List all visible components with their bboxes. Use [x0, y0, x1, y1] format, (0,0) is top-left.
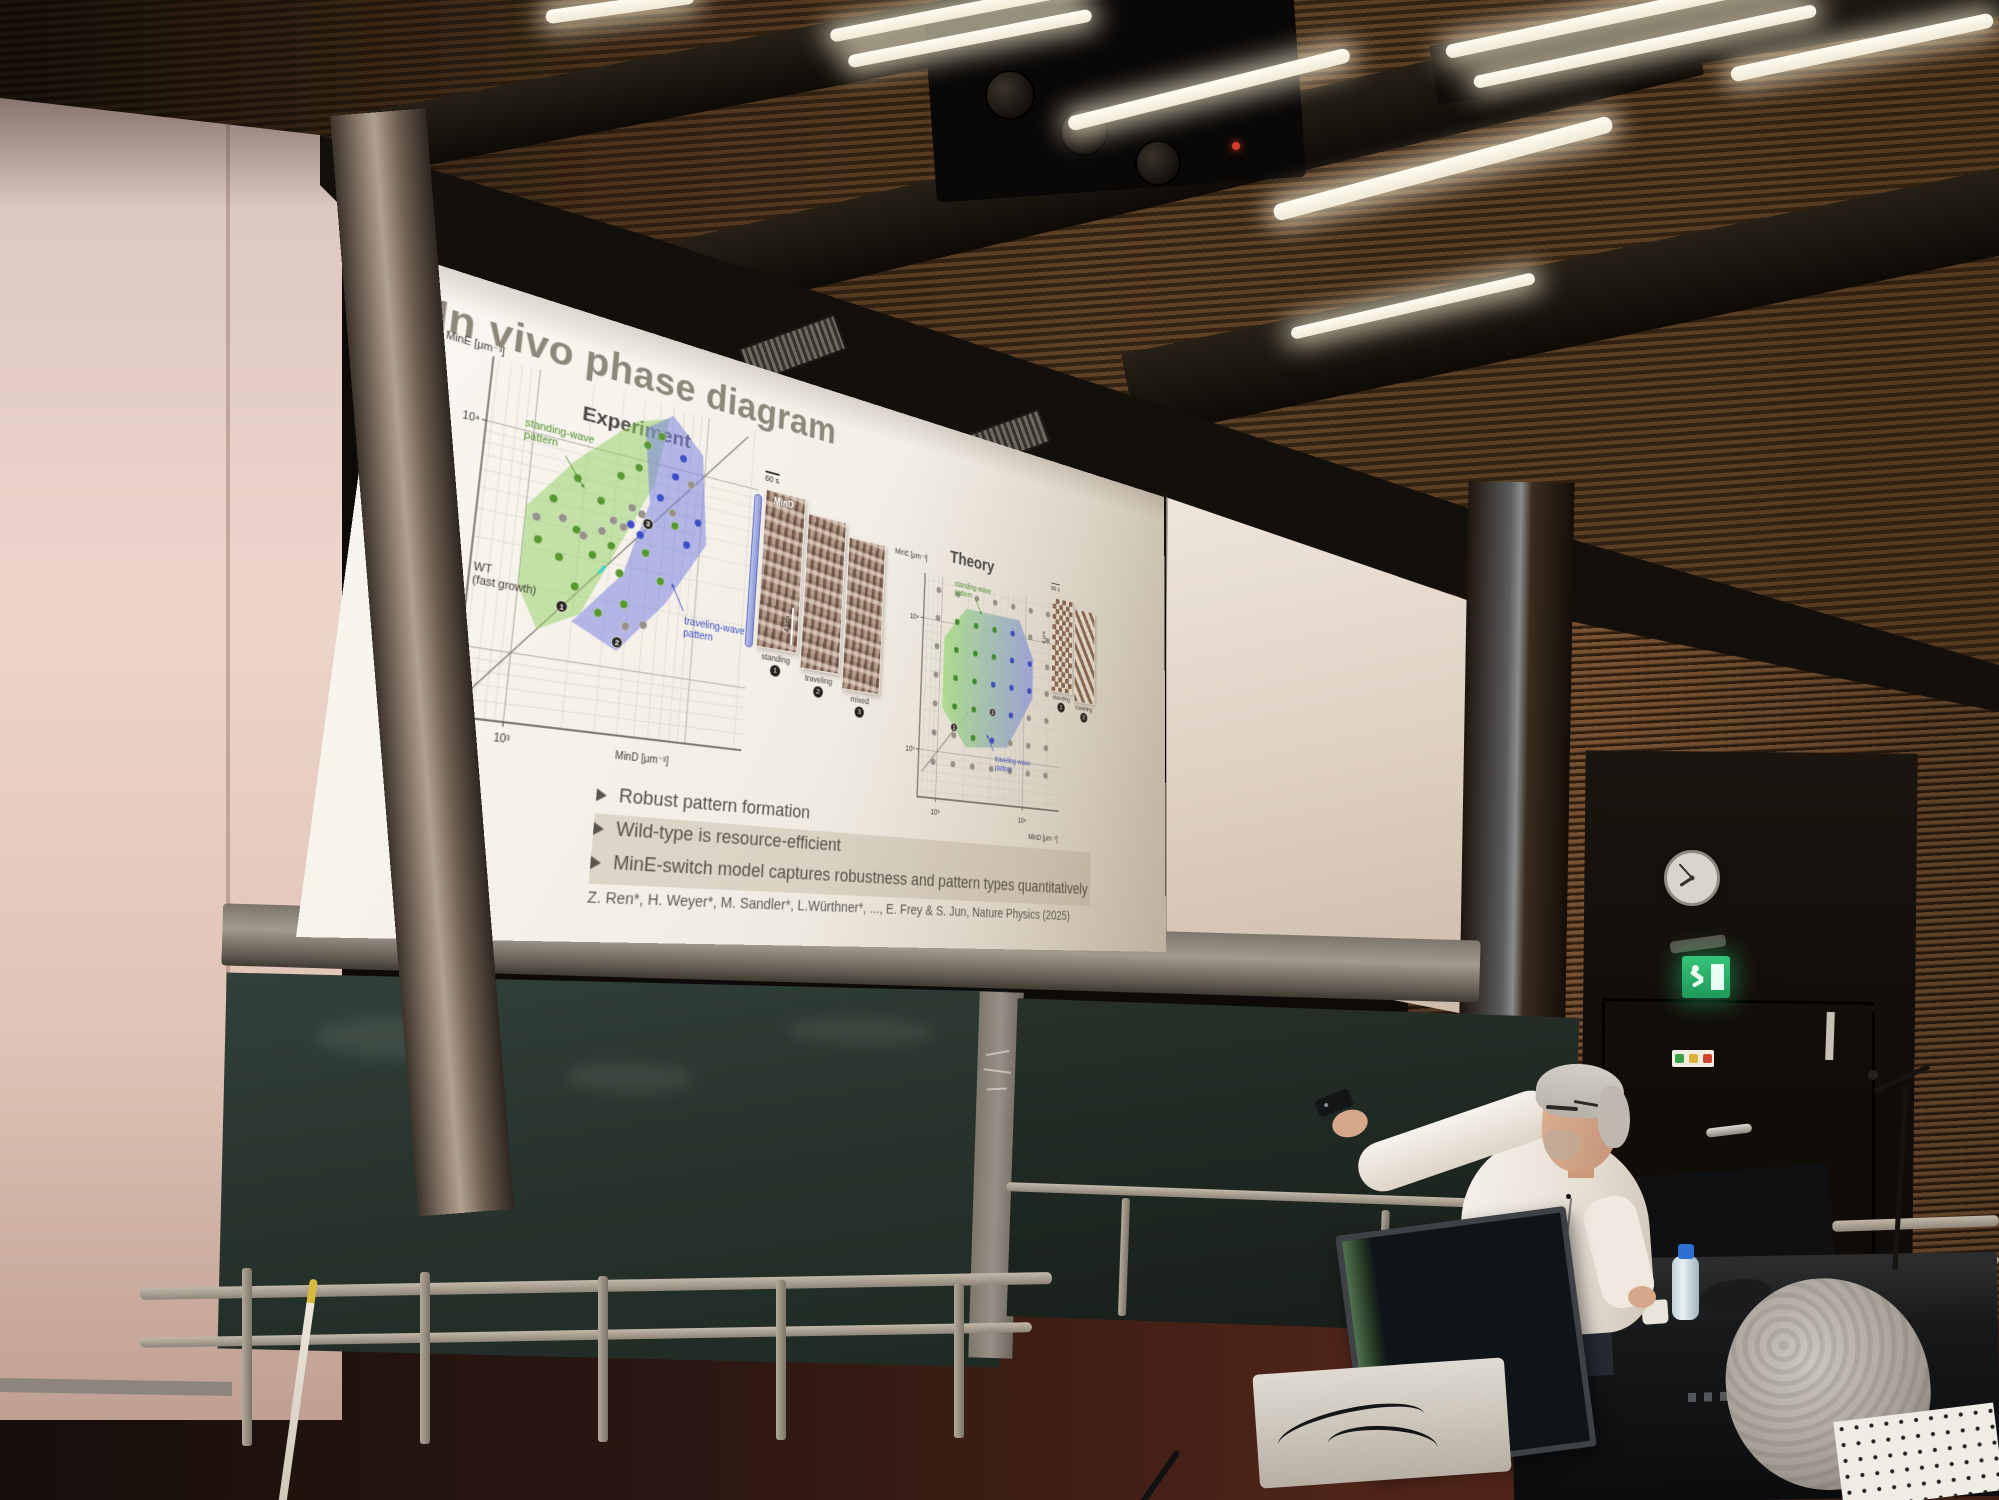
kymograph-label-text: mixed	[850, 694, 870, 707]
time-scale-bar: 60 s	[1051, 582, 1060, 594]
kymograph-traveling	[799, 513, 847, 675]
bullet-arrow-icon	[595, 788, 608, 803]
kymograph-mixed	[841, 536, 886, 696]
lapel-microphone	[1566, 1194, 1571, 1199]
microphone-clip	[1868, 1070, 1878, 1080]
svg-text:10⁴: 10⁴	[1018, 816, 1027, 825]
lectern-table	[1252, 1357, 1512, 1489]
exit-runner-icon	[1691, 978, 1705, 988]
svg-text:10³: 10³	[930, 808, 939, 818]
door-hinge	[1825, 1011, 1835, 1061]
svg-text:standing-wavepattern: standing-wavepattern	[523, 416, 595, 458]
rig-status-led	[1232, 142, 1240, 150]
railing-post	[242, 1268, 252, 1446]
svg-text:2: 2	[991, 709, 994, 716]
svg-text:10⁴: 10⁴	[462, 409, 480, 425]
chalkboard	[217, 972, 1009, 1368]
svg-text:10³: 10³	[493, 731, 510, 745]
svg-text:3: 3	[646, 519, 651, 528]
bullet-arrow-icon	[592, 821, 605, 836]
theory-kymograph-traveling	[1073, 608, 1096, 706]
bullet-text: Robust pattern formation	[618, 785, 811, 824]
kymograph-label-text: standing	[761, 651, 791, 666]
marker-number: 1	[1057, 702, 1065, 713]
sticker-red-chip	[1702, 1054, 1712, 1063]
svg-text:standing-wavepattern: standing-wavepattern	[955, 580, 992, 604]
exit-runner-icon	[1692, 965, 1699, 972]
marker-number: 3	[854, 705, 865, 719]
railing-post	[954, 1284, 964, 1438]
chalk-mark	[986, 1087, 1007, 1091]
marker-number: 1	[769, 664, 781, 678]
chalk-mark	[983, 1068, 1012, 1074]
spotlight	[1135, 140, 1181, 186]
experiment-phase-diagram: 123standing-wavepatterntraveling-wavepat…	[436, 329, 776, 767]
projection-screen: In vivo phase diagram Experiment Theory …	[295, 249, 1166, 953]
spotlight	[985, 70, 1035, 120]
chalk-smudge	[563, 1060, 695, 1094]
theory-phase-diagram: 1 2 standing-wavepattern traveling-wavepatt…	[895, 547, 1082, 844]
side-screen-panel	[1166, 497, 1469, 1015]
svg-text:MinD [μm⁻³]: MinD [μm⁻³]	[1028, 833, 1057, 844]
door-seam	[1872, 1012, 1875, 1458]
clock-center	[1689, 875, 1695, 881]
chalk-mark	[985, 1049, 1010, 1057]
theory-kymograph-standing	[1050, 596, 1074, 695]
svg-text:1: 1	[953, 724, 956, 731]
wall-seam	[226, 110, 230, 1200]
svg-text:2: 2	[614, 637, 619, 647]
space-scale-label: 4 μm	[782, 615, 792, 634]
sticker-yellow-chip	[1688, 1054, 1698, 1063]
wall-clock	[1664, 850, 1720, 906]
bullet-arrow-icon	[589, 855, 602, 870]
svg-text:MinD [μm⁻³]: MinD [μm⁻³]	[615, 749, 669, 766]
kymograph-label: traveling 2	[796, 672, 839, 701]
sticker-green-chip	[1674, 1054, 1684, 1063]
presenter-hair	[1598, 1086, 1630, 1148]
cable	[1326, 1424, 1439, 1468]
kymograph-label: standing 1	[1049, 692, 1074, 714]
svg-text:10³: 10³	[905, 744, 915, 754]
chalk-smudge	[785, 1016, 936, 1046]
kymograph-label: mixed 3	[839, 692, 880, 720]
railing-post	[776, 1280, 786, 1440]
svg-text:10⁴: 10⁴	[910, 612, 920, 622]
marker-number: 2	[812, 685, 824, 699]
door-sticker	[1672, 1050, 1714, 1067]
kymograph-label: traveling 2	[1072, 703, 1096, 725]
kymograph-label-text: traveling	[804, 672, 833, 687]
marker-number: 2	[1080, 712, 1088, 724]
space-scale-label: 4 μm	[1041, 631, 1047, 645]
railing-post	[598, 1276, 608, 1442]
emergency-exit-sign	[1682, 956, 1730, 998]
railing-post	[420, 1272, 430, 1444]
exit-door-icon	[1711, 964, 1724, 990]
bottle-cap	[1678, 1244, 1694, 1259]
water-bottle	[1672, 1256, 1699, 1320]
remote-button	[1323, 1102, 1329, 1108]
svg-text:1: 1	[559, 601, 564, 611]
presenter-left-hand	[1628, 1286, 1656, 1308]
svg-text:MinE [μm⁻³]: MinE [μm⁻³]	[895, 547, 928, 563]
svg-text:traveling-wavepattern: traveling-wavepattern	[995, 755, 1031, 776]
